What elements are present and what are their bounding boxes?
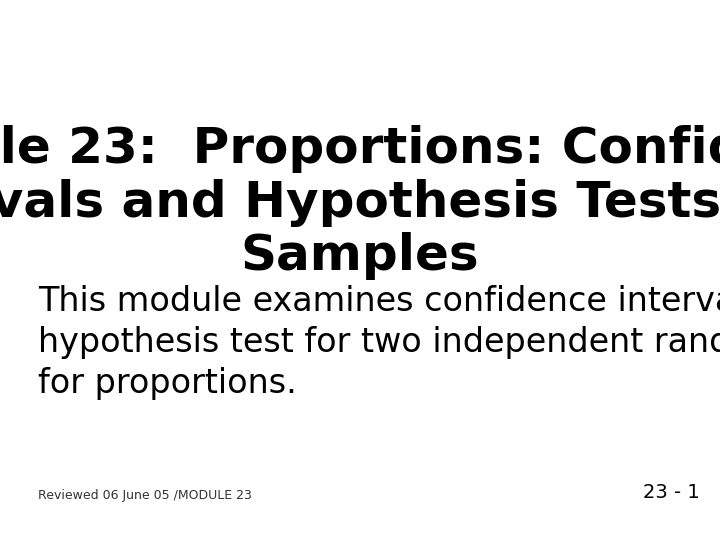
Text: Reviewed 06 June 05 /MODULE 23: Reviewed 06 June 05 /MODULE 23 [38,489,252,502]
Text: This module examines confidence intervals and
hypothesis test for two independen: This module examines confidence interval… [38,285,720,400]
Text: Module 23:  Proportions: Confidence
Intervals and Hypothesis Tests, Two
Samples: Module 23: Proportions: Confidence Inter… [0,125,720,280]
Text: 23 - 1: 23 - 1 [643,483,700,502]
